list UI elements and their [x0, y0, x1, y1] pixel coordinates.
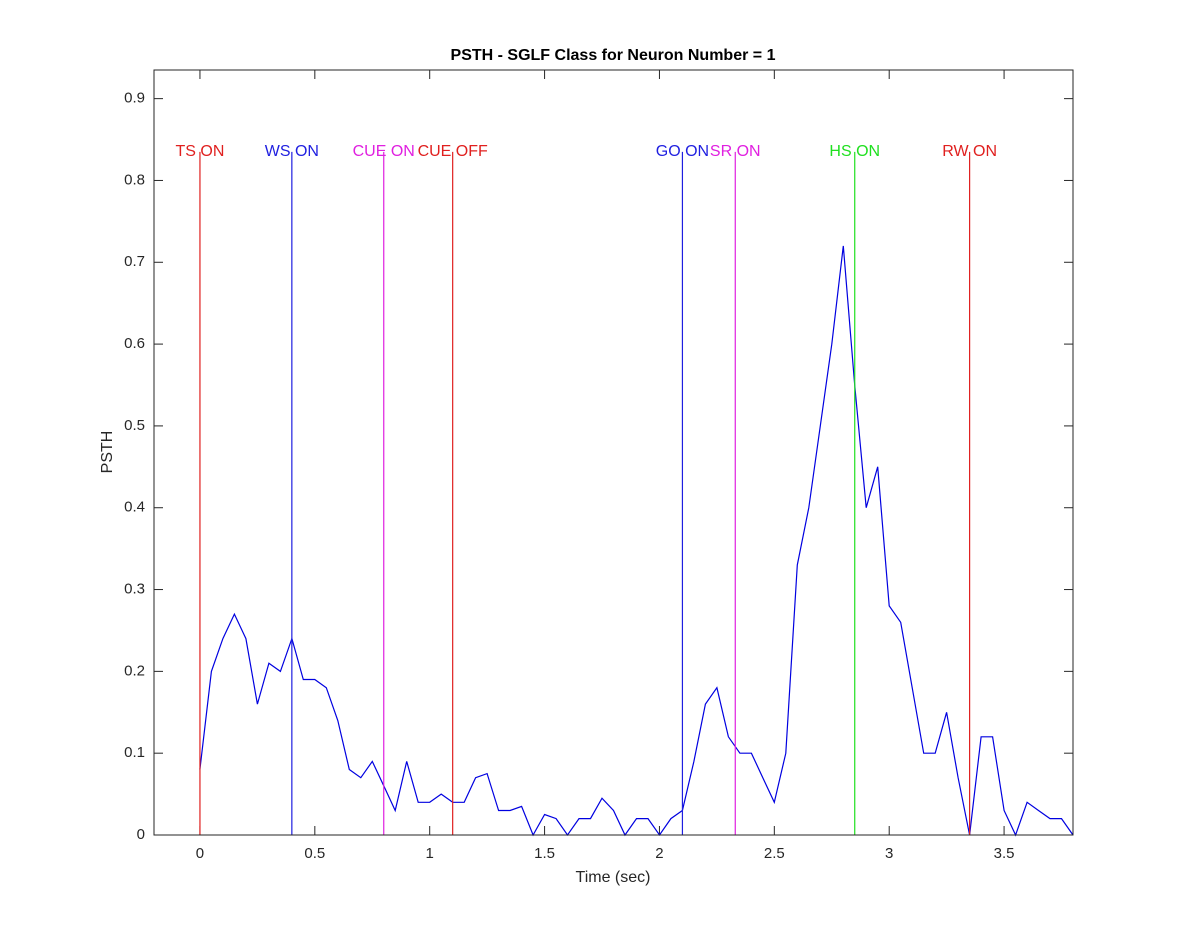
event-label: CUE OFF: [418, 143, 488, 160]
event-label: TS ON: [176, 143, 225, 160]
event-label: GO ON: [656, 143, 709, 160]
y-axis-label: PSTH: [99, 431, 116, 474]
x-tick-label: 0: [196, 845, 204, 862]
event-label: CUE ON: [353, 143, 415, 160]
plot-frame: [153, 69, 1074, 836]
x-tick-label: 0.5: [304, 845, 325, 862]
event-label: SR ON: [710, 143, 761, 160]
x-tick-label: 1: [426, 845, 434, 862]
y-tick-label: 0: [137, 826, 145, 843]
y-tick-label: 0.2: [124, 662, 145, 679]
y-tick-label: 0.4: [124, 499, 145, 516]
chart-title: PSTH - SGLF Class for Neuron Number = 1: [451, 47, 776, 64]
x-tick-label: 3: [885, 845, 893, 862]
y-tick-label: 0.3: [124, 581, 145, 598]
y-tick-label: 0.5: [124, 417, 145, 434]
event-label: HS ON: [829, 143, 880, 160]
y-tick-label: 0.8: [124, 171, 145, 188]
y-tick-label: 0.9: [124, 90, 145, 107]
y-tick-label: 0.6: [124, 335, 145, 352]
event-label: RW ON: [942, 143, 997, 160]
x-tick-label: 2: [655, 845, 663, 862]
x-tick-label: 2.5: [764, 845, 785, 862]
y-tick-label: 0.1: [124, 744, 145, 761]
x-tick-label: 3.5: [994, 845, 1015, 862]
x-axis-label: Time (sec): [576, 869, 651, 886]
x-tick-label: 1.5: [534, 845, 555, 862]
event-label: WS ON: [265, 143, 319, 160]
y-tick-label: 0.7: [124, 253, 145, 270]
data-line: [199, 245, 1074, 837]
